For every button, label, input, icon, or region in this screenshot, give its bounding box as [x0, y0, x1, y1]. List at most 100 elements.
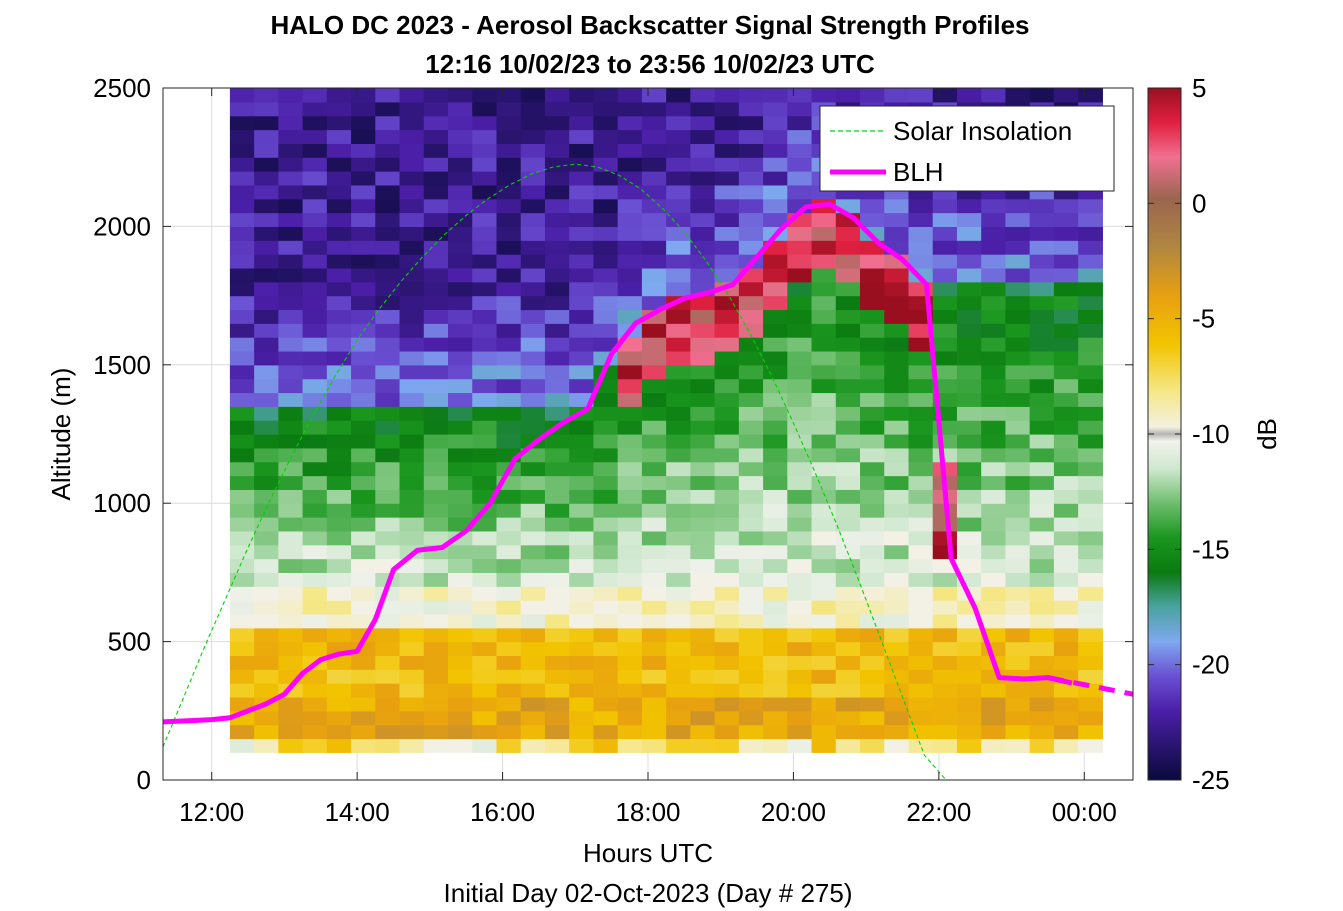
heatmap-cell: [278, 447, 304, 463]
heatmap-cell: [714, 198, 740, 214]
heatmap-cell: [1053, 212, 1079, 227]
heatmap-cell: [617, 503, 643, 518]
heatmap-cell: [302, 738, 328, 753]
heatmap-cell: [617, 254, 643, 269]
heatmap-cell: [932, 295, 958, 311]
heatmap-cell: [787, 655, 813, 670]
heatmap-cell: [787, 364, 813, 380]
heatmap-cell: [835, 544, 861, 560]
heatmap-cell: [254, 88, 279, 103]
heatmap-cell: [278, 544, 304, 560]
heatmap-cell: [472, 392, 498, 407]
heatmap-cell: [569, 323, 595, 338]
heatmap-cell: [763, 503, 788, 518]
heatmap-cell: [351, 461, 376, 477]
heatmap-cell: [666, 254, 691, 269]
heatmap-cell: [714, 406, 740, 421]
heatmap-cell: [496, 710, 522, 726]
heatmap-cell: [835, 558, 861, 573]
heatmap-cell: [496, 267, 522, 283]
heatmap-cell: [908, 420, 934, 435]
heatmap-cell: [448, 572, 473, 587]
heatmap-cell: [860, 655, 885, 670]
heatmap-cell: [544, 406, 570, 421]
heatmap-cell: [544, 503, 570, 518]
heatmap-cell: [544, 364, 570, 380]
heatmap-cell: [472, 600, 498, 615]
heatmap-cell: [1029, 586, 1055, 601]
heatmap-cell: [666, 475, 691, 490]
heatmap-cell: [617, 240, 643, 255]
heatmap-cell: [399, 447, 425, 463]
heatmap-cell: [763, 337, 788, 352]
heatmap-cell: [1029, 517, 1055, 532]
heatmap-cell: [763, 101, 788, 117]
heatmap-cell: [908, 88, 934, 103]
heatmap-cell: [423, 669, 449, 684]
heatmap-cell: [908, 240, 934, 255]
chart-subtitle: 12:16 10/02/23 to 23:56 10/02/23 UTC: [425, 49, 875, 79]
heatmap-cell: [326, 115, 352, 131]
heatmap-cell: [738, 447, 764, 463]
heatmap-cell: [690, 738, 716, 753]
heatmap-cell: [738, 517, 764, 532]
heatmap-cell: [1005, 295, 1031, 311]
heatmap-cell: [254, 143, 279, 158]
heatmap-cell: [860, 517, 885, 532]
heatmap-cell: [617, 710, 643, 726]
heatmap-cell: [448, 129, 473, 144]
heatmap-cell: [1078, 586, 1103, 601]
heatmap-cell: [448, 184, 473, 200]
heatmap-cell: [617, 115, 643, 131]
heatmap-cell: [448, 337, 473, 352]
heatmap-cell: [593, 738, 619, 753]
heatmap-cell: [1078, 447, 1103, 463]
heatmap-cell: [423, 530, 449, 546]
heatmap-cell: [763, 600, 788, 615]
heatmap-cell: [448, 544, 473, 560]
heatmap-cell: [884, 489, 910, 504]
heatmap-cell: [956, 724, 982, 740]
heatmap-cell: [544, 669, 570, 684]
heatmap-cell: [1029, 613, 1055, 629]
heatmap-cell: [1005, 88, 1031, 103]
heatmap-cell: [278, 489, 304, 504]
heatmap-cell: [908, 586, 934, 601]
heatmap-cell: [423, 184, 449, 200]
heatmap-cell: [956, 434, 982, 449]
heatmap-cell: [326, 309, 352, 324]
heatmap-cell: [302, 184, 328, 200]
heatmap-cell: [569, 530, 595, 546]
heatmap-cell: [763, 447, 788, 463]
heatmap-cell: [472, 323, 498, 338]
heatmap-cell: [666, 364, 691, 380]
heatmap-cell: [1005, 696, 1031, 712]
heatmap-cell: [1053, 475, 1079, 490]
heatmap-cell: [787, 696, 813, 712]
heatmap-cell: [981, 226, 1007, 241]
heatmap-cell: [956, 337, 982, 352]
heatmap-cell: [302, 240, 328, 255]
heatmap-cell: [617, 461, 643, 477]
heatmap-cell: [884, 517, 910, 532]
heatmap-cell: [908, 475, 934, 490]
heatmap-cell: [641, 143, 667, 158]
heatmap-cell: [1029, 641, 1055, 657]
heatmap-cell: [641, 544, 667, 560]
heatmap-cell: [908, 738, 934, 753]
heatmap-cell: [1053, 392, 1079, 407]
heatmap-cell: [738, 129, 764, 144]
heatmap-cell: [278, 517, 304, 532]
heatmap-cell: [229, 364, 255, 380]
heatmap-cell: [326, 295, 352, 311]
heatmap-cell: [884, 572, 910, 587]
heatmap-cell: [860, 212, 885, 227]
heatmap-cell: [811, 434, 837, 449]
heatmap-cell: [835, 530, 861, 546]
heatmap-cell: [326, 281, 352, 297]
heatmap-cell: [787, 530, 813, 546]
heatmap-cell: [423, 627, 449, 643]
heatmap-cell: [302, 392, 328, 407]
heatmap-cell: [375, 696, 401, 712]
x-tick-label: 14:00: [325, 797, 390, 827]
